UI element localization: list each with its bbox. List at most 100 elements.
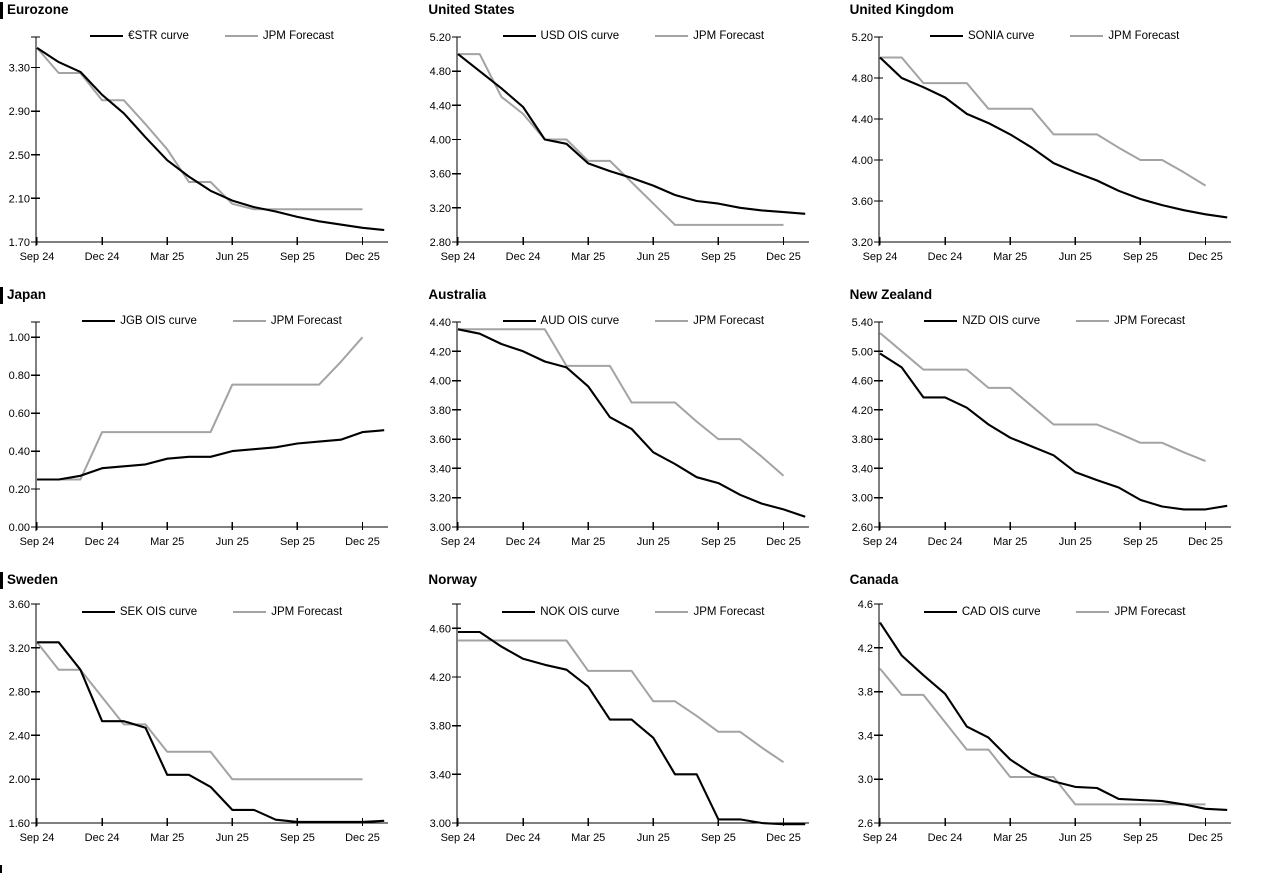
- svg-text:Sep 24: Sep 24: [20, 832, 55, 844]
- chart-title: Japan: [7, 287, 47, 302]
- svg-text:Dec 25: Dec 25: [345, 832, 380, 844]
- legend-entry-ois: USD OIS curve: [502, 30, 620, 42]
- chart-panel-australia: Australia AUD OIS curve JPM Forecast 3.0…: [421, 285, 842, 570]
- section-marker-bar: [0, 572, 3, 589]
- svg-text:5.20: 5.20: [851, 32, 872, 44]
- svg-text:4.60: 4.60: [430, 623, 451, 635]
- legend-entry-ois: SEK OIS curve: [81, 606, 198, 618]
- svg-text:4.40: 4.40: [851, 114, 872, 126]
- svg-text:Sep 24: Sep 24: [441, 251, 476, 263]
- ois-legend-label: NZD OIS curve: [962, 315, 1041, 327]
- forecast-legend-label: JPM Forecast: [1114, 315, 1186, 327]
- chart-legend: AUD OIS curve JPM Forecast: [457, 315, 809, 327]
- svg-text:2.6: 2.6: [857, 818, 872, 830]
- chart-legend: JGB OIS curve JPM Forecast: [36, 315, 388, 327]
- svg-text:Dec 24: Dec 24: [85, 832, 120, 844]
- svg-text:Sep 25: Sep 25: [701, 832, 736, 844]
- svg-text:Sep 24: Sep 24: [862, 251, 897, 263]
- forecast-line-swatch: [1076, 611, 1110, 613]
- svg-text:3.40: 3.40: [851, 463, 872, 475]
- svg-text:3.60: 3.60: [9, 599, 30, 611]
- ois-line-swatch: [90, 35, 124, 37]
- svg-text:Mar 25: Mar 25: [571, 536, 605, 548]
- svg-text:1.00: 1.00: [9, 332, 30, 344]
- ois-legend-label: JGB OIS curve: [120, 315, 197, 327]
- forecast-line-swatch: [655, 320, 689, 322]
- legend-entry-forecast: JPM Forecast: [232, 315, 342, 327]
- svg-text:Jun 25: Jun 25: [216, 832, 249, 844]
- chart-panel-eurozone: Eurozone €STR curve JPM Forecast 1.70 2.1…: [0, 0, 421, 285]
- chart-title: Australia: [428, 287, 487, 302]
- chart-legend: €STR curve JPM Forecast: [36, 30, 388, 42]
- svg-text:3.80: 3.80: [430, 721, 451, 733]
- ois-legend-label: USD OIS curve: [540, 30, 620, 42]
- section-marker-bar: [0, 2, 3, 19]
- forecast-legend-label: JPM Forecast: [1114, 606, 1186, 618]
- legend-entry-forecast: JPM Forecast: [224, 30, 334, 42]
- svg-text:2.90: 2.90: [9, 106, 30, 118]
- svg-text:Dec 24: Dec 24: [506, 832, 541, 844]
- ois-legend-label: €STR curve: [128, 30, 189, 42]
- legend-entry-forecast: JPM Forecast: [1076, 606, 1185, 618]
- forecast-legend-label: JPM Forecast: [693, 606, 765, 618]
- svg-text:Mar 25: Mar 25: [993, 251, 1027, 263]
- legend-entry-forecast: JPM Forecast: [655, 30, 764, 42]
- svg-text:Jun 25: Jun 25: [1058, 832, 1091, 844]
- chart-legend: NZD OIS curve JPM Forecast: [879, 315, 1231, 327]
- chart-plot: 1.60 2.00 2.40 2.80 3.20 3.60 Sep 24 Dec 24 Mar …: [9, 599, 388, 844]
- svg-text:Sep 25: Sep 25: [1123, 536, 1158, 548]
- forecast-line-swatch: [1076, 320, 1110, 322]
- svg-text:Dec 24: Dec 24: [927, 536, 962, 548]
- svg-text:2.50: 2.50: [9, 150, 30, 162]
- legend-entry-forecast: JPM Forecast: [655, 315, 764, 327]
- legend-entry-forecast: JPM Forecast: [233, 606, 342, 618]
- svg-text:Dec 24: Dec 24: [506, 536, 541, 548]
- ois-line-swatch: [82, 320, 116, 322]
- legend-entry-forecast: JPM Forecast: [1070, 30, 1179, 42]
- svg-text:Dec 25: Dec 25: [1188, 832, 1223, 844]
- svg-text:Dec 24: Dec 24: [85, 536, 120, 548]
- svg-text:Sep 24: Sep 24: [862, 536, 897, 548]
- forecast-legend-label: JPM Forecast: [1108, 30, 1180, 42]
- svg-text:3.40: 3.40: [430, 463, 451, 475]
- svg-text:Sep 24: Sep 24: [20, 251, 55, 263]
- svg-text:2.60: 2.60: [851, 522, 872, 534]
- ois-legend-label: NOK OIS curve: [540, 606, 620, 618]
- svg-text:4.20: 4.20: [430, 346, 451, 358]
- svg-text:3.20: 3.20: [430, 203, 451, 215]
- chart-legend: SONIA curve JPM Forecast: [879, 30, 1231, 42]
- forecast-line-swatch: [232, 320, 266, 322]
- chart-legend: CAD OIS curve JPM Forecast: [879, 606, 1231, 618]
- ois-line-swatch: [502, 611, 536, 613]
- svg-text:2.80: 2.80: [9, 687, 30, 699]
- svg-text:Jun 25: Jun 25: [216, 536, 249, 548]
- svg-text:Mar 25: Mar 25: [150, 832, 184, 844]
- chart-panel-sweden: Sweden SEK OIS curve JPM Forecast 1.60 2.…: [0, 570, 421, 873]
- svg-text:2.00: 2.00: [9, 774, 30, 786]
- chart-title: United States: [428, 2, 515, 17]
- svg-text:Mar 25: Mar 25: [993, 832, 1027, 844]
- svg-text:5.40: 5.40: [851, 317, 872, 329]
- svg-text:3.00: 3.00: [430, 818, 451, 830]
- svg-text:3.30: 3.30: [9, 63, 30, 75]
- chart-panel-united-states: United States USD OIS curve JPM Forecast…: [421, 0, 842, 285]
- svg-text:4.20: 4.20: [430, 672, 451, 684]
- svg-text:Sep 25: Sep 25: [280, 832, 315, 844]
- forecast-legend-label: JPM Forecast: [693, 315, 765, 327]
- svg-text:Sep 25: Sep 25: [280, 536, 315, 548]
- ois-line-swatch: [81, 611, 115, 613]
- chart-plot: 2.80 3.20 3.60 4.00 4.40 4.80 5.20 Sep 24 Dec 24…: [430, 32, 810, 263]
- svg-text:Dec 24: Dec 24: [85, 251, 120, 263]
- svg-text:Sep 24: Sep 24: [862, 832, 897, 844]
- svg-text:Dec 25: Dec 25: [345, 536, 380, 548]
- next-section-marker-bar: [0, 865, 2, 873]
- svg-text:Dec 24: Dec 24: [506, 251, 541, 263]
- svg-text:Dec 25: Dec 25: [766, 536, 801, 548]
- svg-text:0.40: 0.40: [9, 446, 30, 458]
- svg-text:Sep 24: Sep 24: [441, 536, 476, 548]
- svg-text:Jun 25: Jun 25: [637, 832, 670, 844]
- svg-text:Dec 24: Dec 24: [927, 251, 962, 263]
- chart-legend: NOK OIS curve JPM Forecast: [457, 606, 809, 618]
- ois-legend-label: SEK OIS curve: [119, 606, 198, 618]
